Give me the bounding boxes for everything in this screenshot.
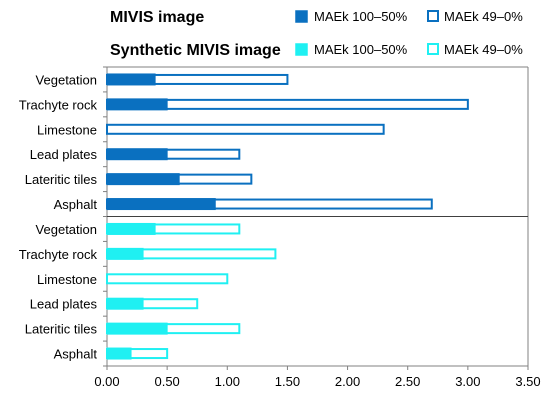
legend-group2-title: Synthetic MIVIS image (110, 42, 281, 59)
legend-swatch-synthetic-low (427, 43, 439, 55)
y-category-label: Trachyte rock (19, 247, 98, 262)
bar-synthetic-high-vegetation (106, 222, 156, 235)
y-category-label: Trachyte rock (19, 97, 98, 112)
x-tick-label: 0.00 (94, 374, 119, 389)
legend-label-mivis-low: MAEk 49–0% (444, 9, 523, 24)
x-tick-label: 2.00 (335, 374, 360, 389)
legend-swatch-mivis-high (295, 10, 308, 23)
bar-mivis-high-lateritic-tiles (106, 173, 180, 186)
x-tick-label: 1.00 (215, 374, 240, 389)
x-tick-label: 2.50 (395, 374, 420, 389)
y-category-label: Vegetation (36, 72, 97, 87)
bar-mivis-high-lead-plates (106, 148, 168, 161)
y-category-label: Vegetation (36, 222, 97, 237)
legend-swatch-synthetic-high (295, 43, 308, 56)
y-category-label: Lead plates (30, 147, 98, 162)
bar-synthetic-high-lead-plates (106, 297, 144, 310)
y-category-label: Asphalt (54, 197, 98, 212)
legend: MIVIS image MAEk 100–50% MAEk 49–0% Synt… (110, 9, 523, 59)
y-category-label: Limestone (37, 122, 97, 137)
legend-label-mivis-high: MAEk 100–50% (314, 9, 408, 24)
legend-label-synthetic-low: MAEk 49–0% (444, 42, 523, 57)
bar-synthetic-high-asphalt (106, 347, 132, 360)
bar-mivis-high-trachyte-rock (106, 98, 168, 111)
bar-mivis-low-limestone (106, 123, 385, 135)
bar-synthetic-high-trachyte-rock (106, 247, 144, 260)
y-category-label: Lead plates (30, 297, 98, 312)
plot-area: 0.00 0.50 1.00 1.50 2.00 2.50 3.00 3.50 Vegetati… (19, 66, 541, 389)
x-tick-label: 3.00 (455, 374, 480, 389)
bar-mivis-high-asphalt (106, 198, 216, 211)
y-category-label: Asphalt (54, 347, 98, 362)
legend-group1-title: MIVIS image (110, 9, 204, 26)
y-category-label: Lateritic tiles (25, 322, 98, 337)
legend-label-synthetic-high: MAEk 100–50% (314, 42, 408, 57)
x-tick-label: 1.50 (275, 374, 300, 389)
x-tick-label: 0.50 (154, 374, 179, 389)
y-category-label: Lateritic tiles (25, 172, 98, 187)
legend-swatch-mivis-low (427, 10, 439, 22)
bar-mivis-high-vegetation (106, 73, 156, 86)
bar-synthetic-low-limestone (106, 273, 229, 285)
bar-synthetic-high-lateritic-tiles (106, 322, 168, 335)
x-tick-label: 3.50 (515, 374, 540, 389)
y-category-label: Limestone (37, 272, 97, 287)
